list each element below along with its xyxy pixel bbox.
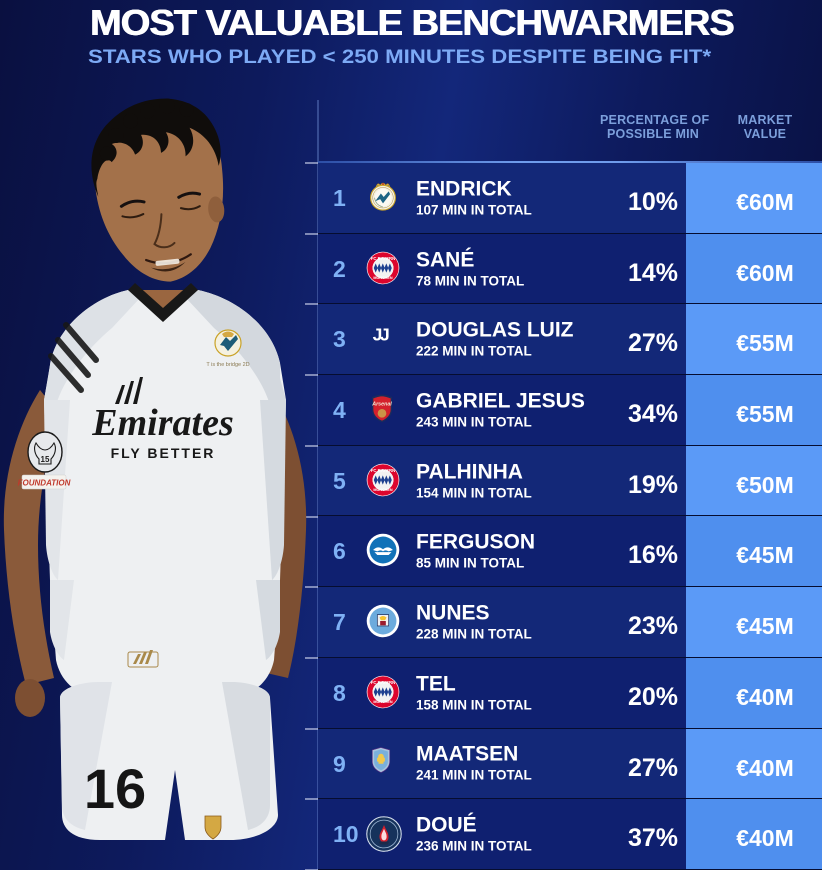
svg-text:FC BAYERN: FC BAYERN [371,680,395,685]
svg-text:FLY BETTER: FLY BETTER [111,445,216,461]
svg-text:JJ: JJ [373,324,389,344]
svg-text:MUNCHEN: MUNCHEN [373,488,392,492]
svg-text:15: 15 [41,455,50,464]
svg-text:Arsenal: Arsenal [371,401,392,407]
svg-text:16: 16 [84,757,146,820]
svg-text:FOUNDATION: FOUNDATION [18,479,71,488]
svg-text:Emirates: Emirates [91,402,233,444]
svg-text:MUNCHEN: MUNCHEN [373,276,392,280]
svg-text:MUNCHEN: MUNCHEN [373,700,392,704]
svg-text:T is the bridge 2D: T is the bridge 2D [206,362,249,368]
svg-text:FC BAYERN: FC BAYERN [371,467,395,472]
svg-text:FC BAYERN: FC BAYERN [371,255,395,260]
